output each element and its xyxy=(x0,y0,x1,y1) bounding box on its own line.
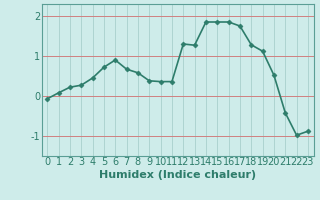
X-axis label: Humidex (Indice chaleur): Humidex (Indice chaleur) xyxy=(99,170,256,180)
